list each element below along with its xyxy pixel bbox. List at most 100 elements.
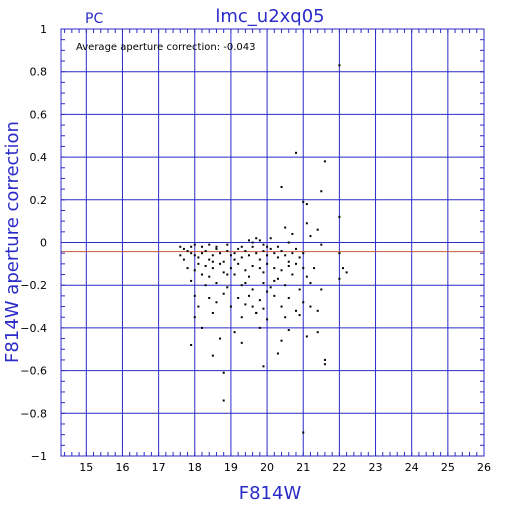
data-point — [233, 258, 236, 261]
data-point — [291, 232, 294, 235]
reference-lines — [61, 242, 484, 253]
data-point — [201, 252, 203, 255]
data-point — [201, 245, 203, 248]
data-point — [291, 273, 294, 276]
data-point — [266, 290, 269, 293]
data-point — [276, 277, 279, 280]
data-point — [302, 267, 305, 270]
x-tick-label: 24 — [405, 461, 419, 474]
chart-subtitle: PC — [85, 11, 103, 27]
data-point — [208, 275, 211, 278]
y-tick-label: −0.6 — [20, 365, 47, 378]
data-point — [211, 254, 214, 257]
data-point — [295, 262, 297, 265]
data-point — [287, 297, 290, 300]
average-annotation: Average aperture correction: -0.043 — [76, 42, 256, 53]
data-point — [197, 305, 200, 308]
data-point — [244, 282, 247, 285]
data-point — [193, 254, 196, 257]
data-point — [208, 243, 211, 246]
data-point — [302, 252, 305, 255]
data-point — [273, 279, 276, 282]
data-point — [305, 275, 308, 278]
data-point — [258, 258, 261, 261]
data-point — [197, 262, 200, 265]
data-point — [305, 222, 308, 225]
data-point — [280, 305, 283, 308]
data-point — [240, 341, 243, 344]
x-tick-label: 18 — [188, 461, 202, 474]
data-point — [255, 237, 258, 240]
data-point — [204, 284, 207, 287]
data-point — [251, 245, 254, 248]
data-point — [244, 269, 247, 272]
x-axis-title: F814W — [239, 483, 302, 504]
data-point — [233, 273, 236, 276]
data-point — [287, 241, 290, 244]
data-point — [211, 354, 214, 357]
data-point — [320, 243, 323, 246]
x-tick-label: 23 — [369, 461, 383, 474]
data-point — [316, 228, 319, 231]
data-point — [302, 200, 305, 203]
data-point — [287, 329, 290, 332]
plot-frame — [60, 28, 485, 457]
y-tick-label: −1 — [31, 450, 47, 463]
data-point — [226, 273, 229, 276]
y-tick-label: −0.2 — [20, 279, 47, 292]
data-point — [269, 237, 272, 240]
data-point — [309, 305, 312, 308]
x-tick-label: 17 — [152, 461, 166, 474]
data-point — [222, 399, 225, 402]
data-point — [323, 363, 326, 366]
data-point — [248, 239, 250, 242]
data-point — [233, 331, 236, 334]
data-point — [269, 286, 272, 289]
data-point — [298, 288, 301, 291]
y-tick-labels: 1 0.8 0.6 0.4 0.2 0 −0.2 −0.4 −0.6 −0.8 −1 — [20, 23, 47, 463]
data-point — [244, 303, 247, 306]
data-point — [226, 250, 229, 253]
x-tick-label: 22 — [332, 461, 346, 474]
data-point — [186, 267, 189, 270]
data-point — [284, 284, 287, 287]
data-point — [273, 294, 276, 297]
data-point — [251, 241, 254, 244]
data-point — [280, 339, 283, 342]
data-point — [240, 284, 243, 287]
chart-title: lmc_u2xq05 — [215, 6, 324, 27]
data-point — [316, 331, 319, 334]
data-point — [262, 365, 265, 368]
data-point — [255, 311, 258, 314]
x-tick-label: 25 — [441, 461, 455, 474]
data-point — [190, 245, 193, 248]
data-point — [179, 254, 182, 257]
data-point — [266, 262, 269, 265]
data-point — [251, 264, 254, 267]
data-point — [248, 275, 250, 278]
data-point — [309, 282, 312, 285]
data-point — [284, 254, 287, 257]
data-points — [179, 64, 348, 434]
data-point — [237, 297, 240, 300]
data-point — [338, 252, 341, 255]
data-point — [309, 235, 312, 238]
data-point — [298, 256, 301, 259]
data-point — [215, 301, 218, 304]
y-tick-label: 0.6 — [30, 108, 48, 121]
x-tick-label: 15 — [79, 461, 93, 474]
data-point — [244, 250, 247, 253]
data-point — [190, 252, 193, 255]
data-point — [342, 267, 344, 270]
data-point — [295, 309, 297, 312]
data-point — [320, 288, 323, 291]
data-point — [222, 271, 225, 274]
data-point — [258, 239, 261, 242]
data-point — [280, 269, 283, 272]
data-point — [193, 243, 196, 246]
data-point — [269, 247, 272, 250]
data-point — [258, 326, 261, 329]
data-point — [240, 316, 243, 319]
data-point — [248, 294, 250, 297]
data-point — [316, 309, 319, 312]
